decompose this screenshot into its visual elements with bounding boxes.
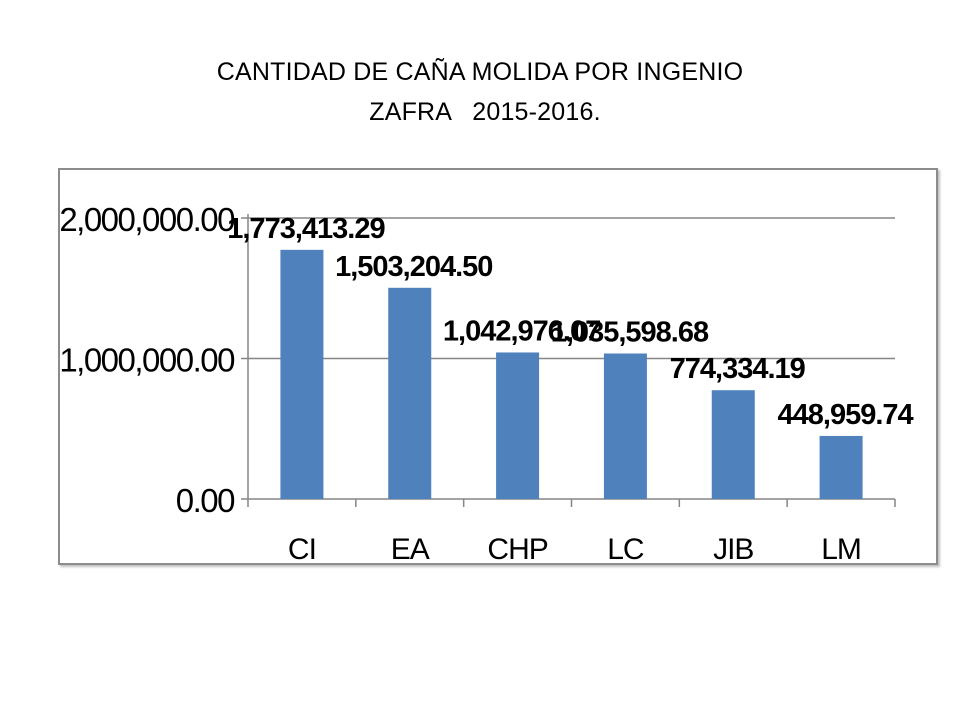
bar-lm <box>819 435 863 499</box>
bar-jib <box>711 390 755 499</box>
category-label-lm: LM <box>821 533 861 566</box>
y-tick-label: 1,000,000.00 <box>59 342 235 379</box>
category-label-chp: CHP <box>487 533 547 566</box>
data-label-chp: 1,042,976.07 <box>443 315 600 347</box>
bar-lc <box>603 353 647 499</box>
y-tick-label: 0.00 <box>176 482 235 519</box>
data-label-ea: 1,503,204.50 <box>335 251 492 283</box>
data-label-lm: 448,959.74 <box>778 399 914 431</box>
category-label-jib: JIB <box>713 533 753 566</box>
bar-ea <box>388 287 432 499</box>
chart-title: CANTIDAD DE CAÑA MOLIDA POR INGENIO ZAFR… <box>0 52 960 132</box>
category-label-lc: LC <box>607 533 644 566</box>
chart-frame <box>58 168 938 565</box>
data-label-lc: 1,035,598.68 <box>551 316 709 348</box>
data-label-ci: 1,773,413.29 <box>227 213 385 245</box>
category-label-ea: EA <box>391 533 430 566</box>
y-tick-label: 2,000,000.00 <box>59 201 235 238</box>
bar-ci <box>280 249 324 499</box>
chart-title-line-1: CANTIDAD DE CAÑA MOLIDA POR INGENIO <box>216 58 744 86</box>
data-label-jib: 774,334.19 <box>670 353 806 385</box>
category-label-ci: CI <box>288 533 316 566</box>
bar-chp <box>496 352 540 499</box>
chart-title-line-2: ZAFRA 2015-2016. <box>369 98 601 126</box>
